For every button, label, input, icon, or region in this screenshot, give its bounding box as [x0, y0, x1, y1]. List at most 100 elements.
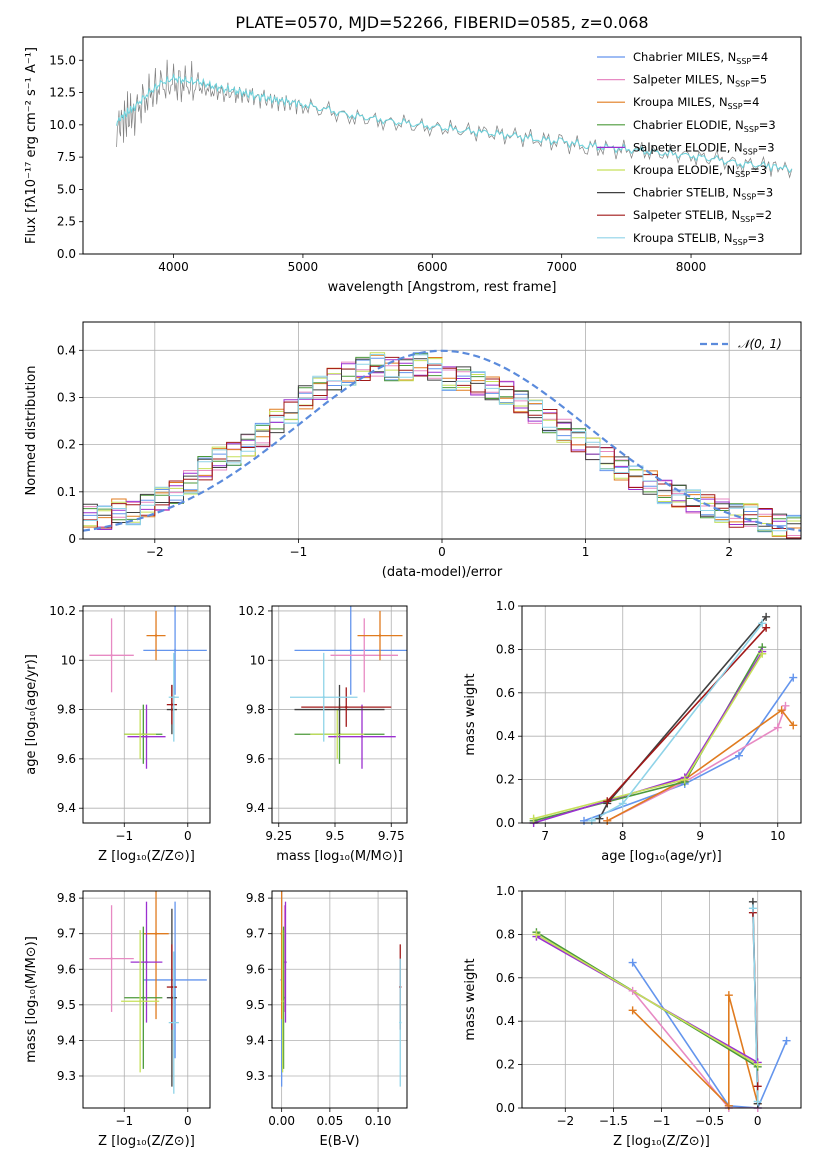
- x-tick-label: 0.10: [365, 1114, 392, 1128]
- weight-marker: [773, 723, 782, 732]
- y-tick-label: 9.8: [57, 891, 76, 905]
- data-point: [378, 634, 382, 637]
- weight-line: [752, 908, 759, 1102]
- axes-frame: [521, 890, 802, 1109]
- legend-label-text: Salpeter ELODIE, N: [633, 140, 743, 154]
- legend-label-suffix: =3: [756, 186, 773, 200]
- x-tick-label: 9: [696, 829, 704, 843]
- y-tick-label: 10: [61, 653, 76, 667]
- legend-label: Kroupa STELIB, NSSP=3: [633, 231, 764, 247]
- data-point: [154, 634, 158, 637]
- weight-marker: [724, 991, 733, 1000]
- y-tick-label: 0.3: [57, 390, 76, 404]
- data-point: [336, 733, 339, 736]
- y-tick-label: 9.3: [246, 1069, 265, 1083]
- legend-label-sub: SSP: [733, 238, 748, 247]
- x-axis-label: mass [log₁₀(M/M⊙)]: [276, 849, 403, 864]
- weight-line: [631, 962, 788, 1108]
- plot-area: [89, 606, 207, 769]
- x-tick-label: 0.00: [268, 1114, 295, 1128]
- weight-line: [632, 994, 759, 1108]
- axes-frame: [271, 605, 408, 824]
- x-tick-label: 9.25: [265, 829, 292, 843]
- weight-marker: [753, 1060, 762, 1069]
- plot-area: [280, 891, 402, 1087]
- weight-marker: [758, 619, 767, 628]
- data-point: [142, 996, 145, 999]
- y-tick-label: 9.6: [246, 752, 265, 766]
- y-tick-label: 0.6: [496, 971, 515, 985]
- weight-line: [583, 677, 794, 822]
- weight-marker: [595, 814, 604, 823]
- x-tick-label: 9.5: [325, 829, 344, 843]
- y-tick-label: 9.6: [57, 752, 76, 766]
- data-point: [170, 985, 174, 989]
- gaussian-curve: [83, 349, 801, 532]
- weight-marker: [789, 721, 798, 730]
- data-point: [173, 649, 177, 652]
- panel-residuals: −2 −1 0 1 2 0 0.1 0.2 0.3 0.4 (data-model)/error No…: [24, 321, 802, 580]
- weight-marker: [789, 673, 798, 682]
- legend-label-text: Kroupa STELIB, N: [633, 231, 733, 245]
- data-point: [145, 960, 148, 964]
- legend-label-text: Salpeter STELIB, N: [633, 208, 740, 222]
- data-point: [145, 735, 148, 738]
- plot-area: [533, 616, 794, 823]
- y-tick-label: 0.8: [496, 927, 515, 941]
- axes-frame: [82, 890, 211, 1109]
- y-tick-label: 9.8: [246, 891, 265, 905]
- legend-label: Salpeter MILES, NSSP=5: [633, 73, 767, 89]
- y-tick-label: 10: [250, 653, 265, 667]
- data-point: [110, 957, 113, 960]
- y-tick-label: 9.5: [57, 998, 76, 1012]
- legend-label-text: Chabrier STELIB, N: [633, 186, 741, 200]
- y-tick-label: 12.5: [49, 86, 76, 100]
- legend-label-suffix: =4: [751, 50, 768, 64]
- x-tick-label: −1: [115, 829, 133, 843]
- plot-area: [83, 349, 801, 539]
- weight-line: [606, 709, 794, 822]
- x-tick-label: 10: [770, 829, 785, 843]
- y-tick-label: 0.0: [496, 816, 515, 830]
- weight-marker: [735, 751, 743, 760]
- histogram-step: [83, 354, 801, 532]
- weight-marker: [603, 816, 612, 825]
- legend-label-suffix: =4: [743, 95, 760, 109]
- y-tick-label: 9.7: [57, 927, 76, 941]
- y-tick-label: 0.4: [496, 1014, 515, 1028]
- x-tick-label: 7000: [546, 260, 577, 274]
- x-axis-label: (data-model)/error: [382, 565, 503, 580]
- y-tick-label: 9.8: [57, 703, 76, 717]
- y-tick-label: 1.0: [496, 599, 515, 613]
- legend-label-text: Salpeter MILES, N: [633, 73, 735, 87]
- y-axis-label: mass weight: [463, 673, 478, 755]
- y-tick-label: 10.2: [49, 604, 76, 618]
- x-tick-label: 9.75: [378, 829, 405, 843]
- x-axis-label: wavelength [Angstrom, rest frame]: [328, 280, 557, 295]
- legend-label-sub: SSP: [741, 193, 756, 202]
- legend-label-sub: SSP: [735, 170, 750, 179]
- y-tick-label: 9.4: [246, 1033, 265, 1047]
- weight-line: [535, 933, 759, 1066]
- weight-marker: [758, 649, 767, 658]
- data-point: [284, 960, 287, 964]
- legend-label-suffix: =3: [759, 118, 776, 132]
- weight-marker: [748, 904, 757, 913]
- weight-marker: [628, 958, 637, 967]
- weight-marker: [762, 612, 771, 621]
- legend-label-suffix: =2: [755, 208, 772, 222]
- y-tick-label: 0.4: [496, 729, 515, 743]
- legend-label-suffix: =5: [750, 73, 767, 87]
- y-tick-label: 2.5: [57, 215, 76, 229]
- x-tick-label: −1: [653, 1114, 671, 1128]
- y-tick-label: 0.2: [496, 773, 515, 787]
- x-tick-label: 0: [754, 1114, 762, 1128]
- y-tick-label: 9.7: [246, 927, 265, 941]
- legend-label-text: Kroupa MILES, N: [633, 95, 728, 109]
- x-tick-label: −2: [556, 1114, 574, 1128]
- panels: 4000 5000 6000 7000 80000.02.55.07.510.012.5…: [24, 36, 802, 1149]
- weight-marker: [753, 1082, 762, 1091]
- weight-marker: [777, 706, 786, 715]
- data-point: [154, 932, 158, 935]
